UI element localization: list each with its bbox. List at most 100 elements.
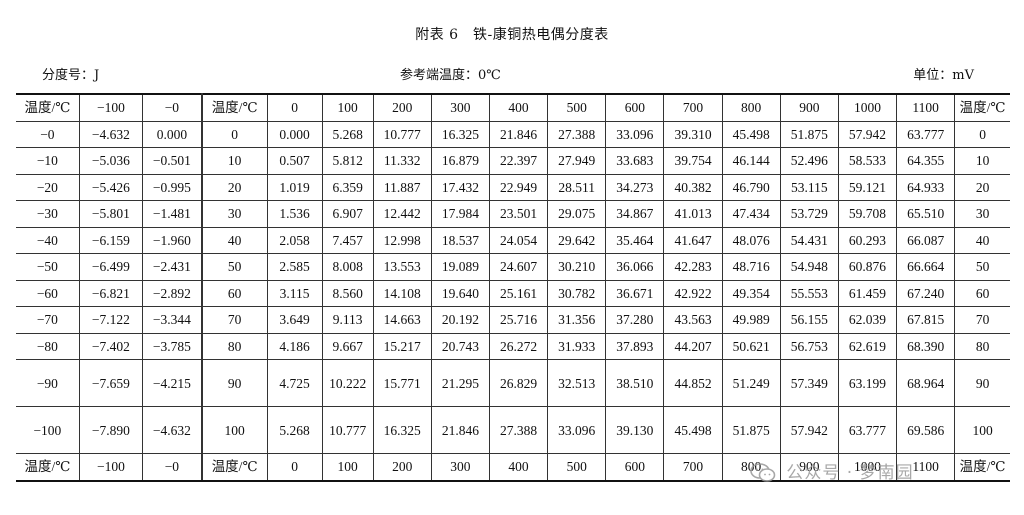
table-cell: 300	[430, 93, 490, 122]
table-cell: 44.852	[663, 359, 723, 407]
table-cell: 90	[201, 359, 268, 407]
table-cell: 39.754	[663, 147, 723, 175]
table-row: −50 −6.499 −2.431 50 2.585 8.008 13.553 19.089 2…	[16, 253, 1010, 281]
table-cell: −3.344	[142, 306, 203, 334]
table-cell: 48.076	[721, 226, 781, 254]
table-cell: 11.887	[372, 173, 432, 201]
table-cell: 37.280	[605, 306, 665, 334]
table-cell: 1100	[896, 93, 956, 122]
table-cell: 1000	[837, 453, 898, 482]
table-cell: 24.054	[488, 226, 549, 254]
table-cell: 27.949	[547, 147, 607, 175]
table-cell: 29.642	[547, 226, 607, 254]
thermocouple-table: 温度/℃ −100 −0 温度/℃ 0 100 200 300 400 500 600 700 800 9…	[16, 93, 1010, 482]
table-cell: 0	[266, 93, 323, 122]
table-cell: 41.647	[663, 226, 723, 254]
table-cell: −0	[142, 93, 203, 122]
table-cell: 0.000	[266, 120, 323, 148]
table-row: −20 −5.426 −0.995 20 1.019 6.359 11.887 17.432 2…	[16, 173, 1010, 201]
table-cell: 12.998	[372, 226, 432, 254]
table-cell: 21.846	[488, 120, 549, 148]
table-cell: −5.801	[78, 200, 144, 228]
table-cell: 15.771	[372, 359, 432, 407]
table-cell: −6.159	[78, 226, 144, 254]
table-cell: 10	[954, 147, 1010, 175]
table-cell: 60	[954, 279, 1010, 307]
table-cell: 51.249	[721, 359, 781, 407]
table-cell: 56.753	[779, 332, 839, 360]
table-cell: 62.039	[837, 306, 898, 334]
table-cell: 57.942	[779, 406, 839, 454]
table-cell: 30	[201, 200, 268, 228]
table-cell: 50	[201, 253, 268, 281]
table-cell: 10.777	[372, 120, 432, 148]
table-cell: 9.113	[321, 306, 374, 334]
table-cell: 70	[954, 306, 1010, 334]
table-cell: 10.222	[321, 359, 374, 407]
table-cell: −6.821	[78, 279, 144, 307]
table-cell: 温度/℃	[201, 93, 268, 122]
table-cell: 6.907	[321, 200, 374, 228]
table-cell: 49.354	[721, 279, 781, 307]
table-cell: 26.272	[488, 332, 549, 360]
watermark-text: 公众号 · 梦南园	[786, 463, 914, 483]
table-cell: 30.782	[547, 279, 607, 307]
table-cell: 17.984	[430, 200, 490, 228]
table-cell: 18.537	[430, 226, 490, 254]
table-cell: 70	[201, 306, 268, 334]
table-cell: −4.632	[142, 406, 203, 454]
table-cell: 53.115	[779, 173, 839, 201]
table-cell: −6.499	[78, 253, 144, 281]
table-cell: 32.513	[547, 359, 607, 407]
table-cell: 33.096	[605, 120, 665, 148]
table-cell: 16.325	[430, 120, 490, 148]
table-cell: 400	[488, 93, 549, 122]
table-cell: −100	[16, 406, 80, 454]
table-cell: 14.663	[372, 306, 432, 334]
table-cell: −30	[16, 200, 80, 228]
table-cell: 200	[372, 93, 432, 122]
table-cell: 66.664	[896, 253, 956, 281]
table-row: −60 −6.821 −2.892 60 3.115 8.560 14.108 19.640 2…	[16, 279, 1010, 307]
table-cell: 80	[954, 332, 1010, 360]
table-cell: 51.875	[779, 120, 839, 148]
table-cell: 8.008	[321, 253, 374, 281]
table-cell: −0.501	[142, 147, 203, 175]
table-cell: −3.785	[142, 332, 203, 360]
table-cell: 15.217	[372, 332, 432, 360]
table-cell: 6.359	[321, 173, 374, 201]
table-cell: 温度/℃	[954, 453, 1010, 482]
table-cell: 1.019	[266, 173, 323, 201]
table-cell: 21.295	[430, 359, 490, 407]
table-cell: 39.130	[605, 406, 665, 454]
table-cell: 0	[201, 120, 268, 148]
table-cell: 34.273	[605, 173, 665, 201]
table-cell: 30	[954, 200, 1010, 228]
table-cell: 33.096	[547, 406, 607, 454]
table-row: −0 −4.632 0.000 0 0.000 5.268 10.777 16.325 21.8…	[16, 120, 1010, 148]
table-cell: 0.000	[142, 120, 203, 148]
table-cell: 60.293	[837, 226, 898, 254]
table-cell: 40.382	[663, 173, 723, 201]
table-cell: −10	[16, 147, 80, 175]
table-cell: 温度/℃	[954, 93, 1010, 122]
table-cell: 67.240	[896, 279, 956, 307]
table-cell: 53.729	[779, 200, 839, 228]
table-cell: 27.388	[488, 406, 549, 454]
table-cell: 46.790	[721, 173, 781, 201]
table-cell: 58.533	[837, 147, 898, 175]
table-cell: 12.442	[372, 200, 432, 228]
wechat-icon	[750, 463, 776, 482]
reference-temp-label: 参考端温度：0℃	[400, 68, 501, 83]
table-cell: 28.511	[547, 173, 607, 201]
table-cell: 31.356	[547, 306, 607, 334]
table-cell: 17.432	[430, 173, 490, 201]
table-cell: 50	[954, 253, 1010, 281]
table-cell: 90	[954, 359, 1010, 407]
table-cell: 34.867	[605, 200, 665, 228]
table-cell: 1000	[837, 93, 898, 122]
table-cell: 3.649	[266, 306, 323, 334]
table-cell: 500	[547, 93, 607, 122]
table-cell: 4.725	[266, 359, 323, 407]
table-cell: 47.434	[721, 200, 781, 228]
